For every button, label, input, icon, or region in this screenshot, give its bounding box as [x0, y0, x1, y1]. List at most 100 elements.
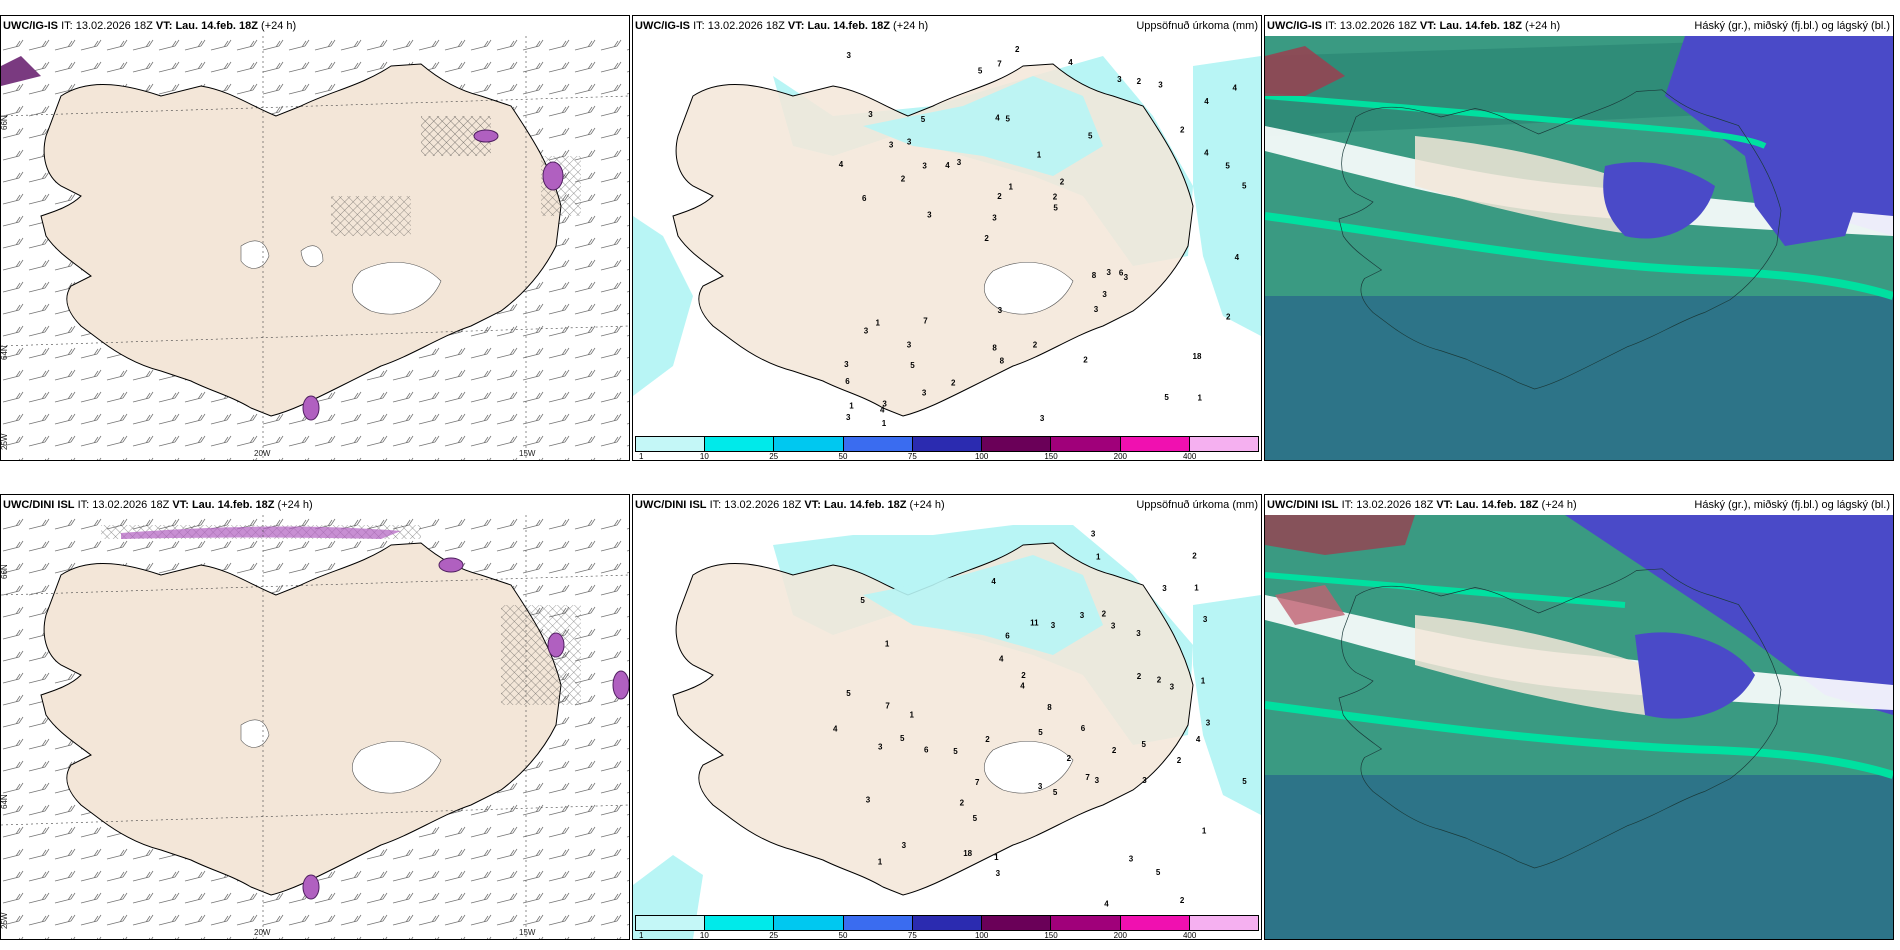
precip-value: 3 — [927, 211, 932, 220]
precip-value: 5 — [1242, 182, 1247, 191]
it-label: IT: — [77, 499, 90, 511]
precip-value: 5 — [1053, 203, 1058, 212]
precip-value: 4 — [1233, 84, 1238, 93]
it-label: IT: — [1325, 20, 1337, 32]
precip-value: 3 — [996, 869, 1001, 878]
colorbar-label: 150 — [1044, 452, 1058, 461]
colorbar-swatch — [1189, 916, 1258, 930]
it-label: IT: — [61, 20, 73, 32]
colorbar-labels: 1 10 25 50 75 100 150 200 400 — [635, 452, 1259, 461]
precip-value: 2 — [1226, 312, 1231, 321]
colorbar-swatch — [636, 916, 706, 930]
precip-value: 3 — [907, 341, 912, 350]
precip-value: 4 — [1204, 149, 1209, 158]
precip-value: 3 — [1117, 75, 1122, 84]
vt-label: VT: — [155, 20, 173, 32]
precip-value: 2 — [951, 379, 956, 388]
precip-value: 7 — [1085, 773, 1090, 782]
precip-value: 1 — [882, 419, 887, 428]
precip-value: 3 — [1102, 290, 1107, 299]
precip-value: 4 — [991, 577, 996, 586]
precip-value: 3 — [922, 388, 927, 397]
precip-value: 1 — [1201, 677, 1206, 686]
colorbar-swatch — [912, 437, 983, 451]
panel-r2c3: UWC/DINI ISL IT: 13.02.2026 18Z VT: Lau.… — [1264, 494, 1894, 940]
glacier — [240, 240, 270, 269]
precip-value: 3 — [1206, 718, 1211, 727]
precip-value: 1 — [994, 853, 999, 862]
colorbar-label: 200 — [1113, 931, 1128, 940]
iceland-land — [40, 542, 562, 896]
precip-value: 8 — [1000, 357, 1005, 366]
glacier — [300, 245, 324, 268]
lon-label: 25W — [1, 912, 9, 929]
wind-map-svg: 66N 64N 25W 20W 15W — [1, 36, 629, 460]
precip-value: 2 — [960, 798, 965, 807]
model-name: UWC/IG-IS — [3, 20, 58, 32]
colorbar-label: 100 — [974, 931, 989, 940]
vt-value: Lau. 14.feb. 18Z — [823, 499, 907, 511]
panel-r2c1: UWC/DINI ISL IT: 13.02.2026 18Z VT: Lau.… — [0, 494, 630, 940]
lon-label: 15W — [519, 449, 536, 458]
precip-value: 4 — [833, 725, 838, 734]
precip-map: 1 6 4 2 5 3 4 1 1 3 6 5 5 2 3 3 7 5 8 4 3 8 2 5 3 7 5 18 6 3 4 2 3 3 5 2 1 8 5… — [633, 36, 1261, 460]
precip-value: 2 — [1112, 746, 1117, 755]
precip-value: 4 — [1235, 253, 1240, 262]
vt-value: Lau. 14.feb. 18Z — [1439, 20, 1522, 32]
precip-value: 3 — [1080, 611, 1085, 620]
colorbar-swatch — [636, 437, 706, 451]
precip-value: 3 — [907, 138, 912, 147]
precip-value: 5 — [1242, 777, 1247, 786]
precip-value: 5 — [1142, 740, 1147, 749]
precip-value: 4 — [999, 655, 1004, 664]
precip-value: 5 — [1225, 162, 1230, 171]
precip-value: 3 — [1162, 584, 1167, 593]
precip-value: 5 — [910, 361, 915, 370]
colorbar-label: 25 — [769, 931, 779, 940]
precip-value: 5 — [978, 66, 983, 75]
precip-value: 8 — [1092, 271, 1097, 280]
colorbar-swatch — [1051, 437, 1121, 451]
precip-map-svg: 1642534113655233758438253751863423352185… — [633, 45, 1261, 428]
lead-time: (+24 h) — [909, 499, 945, 511]
precip-value: 3 — [902, 841, 907, 850]
precip-value: 3 — [1107, 268, 1112, 277]
precip-value: 1 — [876, 319, 881, 328]
precip-value: 5 — [1088, 132, 1093, 141]
lead-time: (+24 h) — [1541, 499, 1577, 511]
precip-value: 5 — [973, 814, 978, 823]
lat-label: 64N — [1, 345, 9, 360]
precip-value: 4 — [1104, 899, 1109, 908]
panel-header: UWC/DINI ISL IT: 13.02.2026 18Z VT: Lau.… — [1265, 495, 1893, 515]
precip-value: 3 — [1038, 782, 1043, 791]
model-name: UWC/DINI ISL — [1267, 499, 1339, 511]
precip-value: 8 — [992, 344, 997, 353]
lat-label: 64N — [1, 794, 9, 809]
wind-map-svg: 66N 64N 25W 20W 15W — [1, 515, 629, 939]
it-label: IT: — [709, 499, 722, 511]
precip-value: 7 — [997, 59, 1002, 68]
precip-value: 18 — [963, 849, 972, 858]
it-label: IT: — [693, 20, 705, 32]
precip-value: 6 — [862, 194, 867, 203]
colorbar-label: 75 — [907, 931, 917, 940]
precip-value: 3 — [1129, 854, 1134, 863]
precip-value: 3 — [1094, 305, 1099, 314]
colorbar-label: 200 — [1113, 452, 1128, 461]
wind-map: 66N 64N 25W 20W 15W — [1, 515, 629, 939]
precip-value: 3 — [1091, 530, 1096, 539]
precip-value: 2 — [1083, 355, 1088, 364]
vt-label: VT: — [1419, 20, 1437, 32]
precip-value: 3 — [1170, 683, 1175, 692]
precip-value: 3 — [1158, 80, 1163, 89]
panel-header: UWC/DINI ISL IT: 13.02.2026 18Z VT: Lau.… — [633, 495, 1261, 515]
precip-value: 1 — [849, 401, 854, 410]
precip-value: 2 — [1067, 754, 1072, 763]
it-value: 13.02.2026 18Z — [1356, 499, 1434, 511]
cloud-map-svg — [1265, 515, 1893, 939]
precip-value: 3 — [992, 213, 997, 222]
precip-value: 5 — [846, 689, 851, 698]
precip-value: 8 — [1047, 703, 1052, 712]
